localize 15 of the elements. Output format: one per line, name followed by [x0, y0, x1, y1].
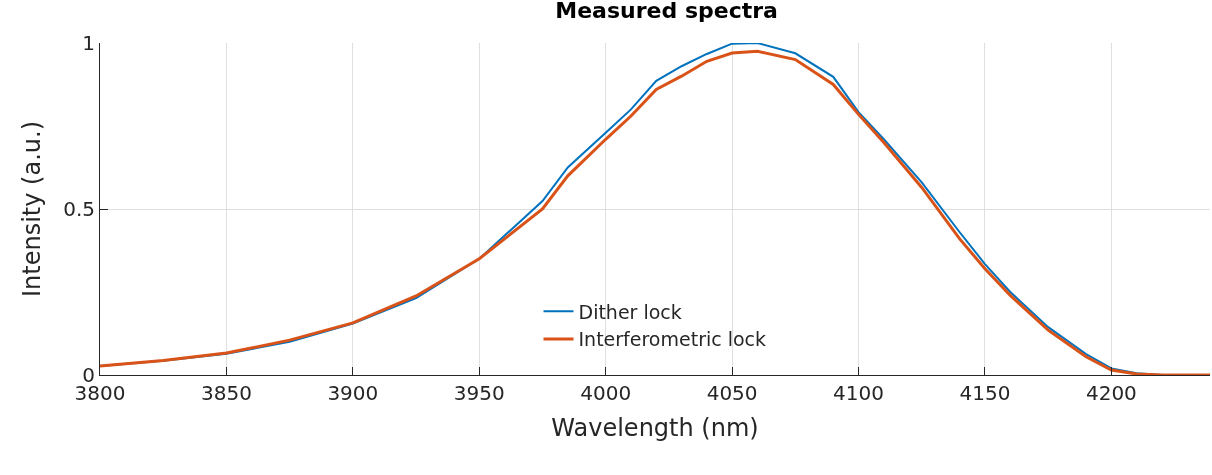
- x-tick-label: 4000: [580, 381, 632, 405]
- x-axis-title: Wavelength (nm): [551, 414, 759, 443]
- y-axis-title: Intensity (a.u.): [18, 121, 47, 297]
- x-tick-label: 3950: [453, 381, 505, 405]
- x-tick-label: 4200: [1085, 381, 1137, 405]
- x-tick-label: 4150: [959, 381, 1011, 405]
- y-tick-label: 0.5: [63, 197, 95, 221]
- legend-label: Dither lock: [578, 300, 682, 323]
- x-tick-label: 3900: [327, 381, 379, 405]
- legend-label: Interferometric lock: [578, 328, 767, 351]
- x-tick-label: 4100: [833, 381, 884, 405]
- y-tick-label: 1: [82, 31, 95, 55]
- chart-title: Measured spectra: [555, 0, 778, 23]
- x-tick-label: 4050: [706, 381, 758, 405]
- x-tick-label: 3850: [200, 381, 252, 405]
